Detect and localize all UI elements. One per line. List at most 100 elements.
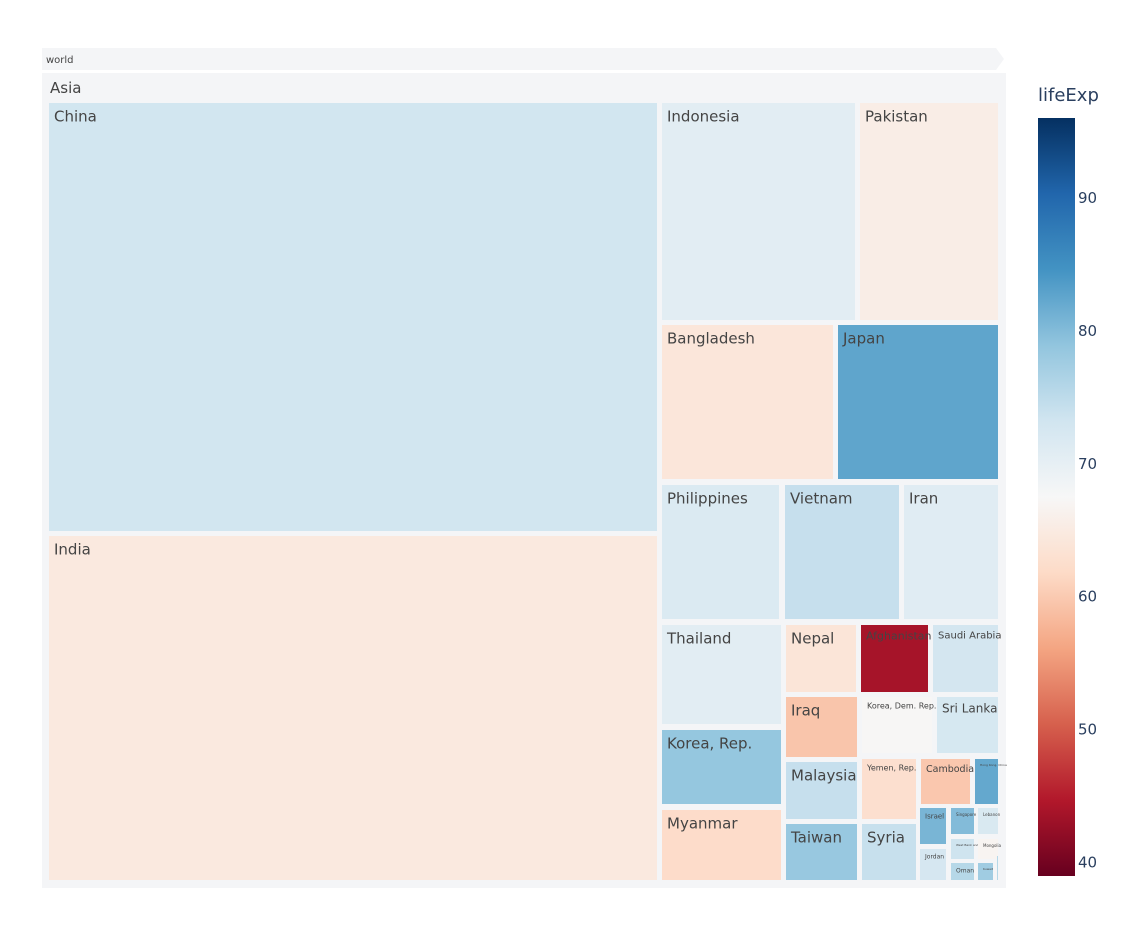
tile-syria[interactable]: Syria (862, 824, 916, 880)
tile-label: Vietnam (790, 489, 853, 507)
tile-label: Korea, Rep. (667, 734, 752, 752)
tile-rect[interactable] (662, 625, 781, 724)
tile-label: Sri Lanka (942, 701, 997, 715)
tile-label: Lebanon (983, 812, 1001, 817)
tile-rect[interactable] (786, 625, 856, 692)
tile-label: Korea, Dem. Rep. (867, 702, 936, 711)
tile-vietnam[interactable]: Vietnam (785, 485, 899, 619)
tile-iraq[interactable]: Iraq (786, 697, 857, 757)
tile-rect[interactable] (662, 810, 781, 880)
tile-israel[interactable]: Israel (920, 808, 946, 844)
tile-rect[interactable] (921, 759, 970, 804)
tile-label: Saudi Arabia (938, 631, 1001, 642)
tile-mongolia[interactable]: Mongolia (978, 839, 1002, 859)
tile-label: Iraq (791, 701, 820, 719)
tile-bahrain[interactable] (997, 856, 998, 880)
tile-label: Singapore (956, 812, 977, 817)
tile-rect[interactable] (838, 325, 998, 479)
tile-rect[interactable] (862, 824, 916, 880)
tile-rect[interactable] (951, 863, 974, 880)
tile-india[interactable]: India (49, 536, 657, 880)
tile-rect[interactable] (951, 839, 974, 859)
tile-rect[interactable] (920, 808, 946, 844)
tile-iran[interactable]: Iran (904, 485, 998, 619)
tile-rect[interactable] (975, 759, 998, 804)
tile-label: Kuwait (983, 867, 994, 871)
tile-rect[interactable] (860, 103, 998, 320)
tile-label: Yemen, Rep. (866, 764, 916, 773)
tile-bangladesh[interactable]: Bangladesh (662, 325, 833, 479)
tile-rect[interactable] (951, 808, 974, 834)
tile-japan[interactable]: Japan (838, 325, 998, 479)
tile-label: Taiwan (790, 828, 842, 846)
tile-rect[interactable] (786, 697, 857, 757)
tile-rect[interactable] (978, 839, 998, 859)
tile-indonesia[interactable]: Indonesia (662, 103, 855, 320)
tile-taiwan[interactable]: Taiwan (786, 824, 857, 880)
colorbar-tick-label: 70 (1078, 455, 1097, 473)
tile-label: Cambodia (926, 764, 974, 775)
tile-saudi-arabia[interactable]: Saudi Arabia (933, 625, 1001, 692)
tile-rect[interactable] (49, 536, 657, 880)
tile-afghanistan[interactable]: Afghanistan (861, 625, 932, 692)
tile-oman[interactable]: Oman (951, 863, 974, 880)
tile-label: China (54, 107, 97, 125)
tile-rect[interactable] (920, 849, 946, 880)
tile-label: Afghanistan (866, 629, 932, 642)
pathbar[interactable]: world (42, 48, 1004, 70)
colorbar-gradient (1038, 118, 1075, 876)
tile-rect[interactable] (978, 808, 998, 834)
tile-rect[interactable] (786, 762, 857, 819)
tile-jordan[interactable]: Jordan (920, 849, 946, 880)
tile-label: Syria (867, 828, 905, 846)
tile-rect[interactable] (662, 325, 833, 479)
tile-hong-kong-china[interactable]: Hong Kong, China (975, 759, 1007, 804)
tile-rect[interactable] (997, 856, 998, 880)
colorbar-tick-label: 80 (1078, 322, 1097, 340)
tile-rect[interactable] (937, 697, 998, 753)
tile-label: Hong Kong, China (980, 763, 1007, 767)
tile-label: Malaysia (791, 766, 857, 784)
tile-rect[interactable] (786, 824, 857, 880)
tile-sri-lanka[interactable]: Sri Lanka (937, 697, 998, 753)
tile-rect[interactable] (49, 103, 657, 531)
tile-rect[interactable] (862, 697, 932, 753)
tile-rect[interactable] (662, 730, 781, 804)
tile-kuwait[interactable]: Kuwait (978, 863, 994, 880)
tile-korea-rep[interactable]: Korea, Rep. (662, 730, 781, 804)
tile-malaysia[interactable]: Malaysia (786, 762, 857, 819)
tile-cambodia[interactable]: Cambodia (921, 759, 974, 804)
tile-rect[interactable] (862, 759, 916, 819)
tile-label: West Bank and Gaza (956, 843, 987, 847)
tile-label: Jordan (924, 854, 944, 861)
tile-china[interactable]: China (49, 103, 657, 531)
tile-label: Mongolia (983, 843, 1002, 848)
tile-korea-dem-rep[interactable]: Korea, Dem. Rep. (862, 697, 936, 753)
tile-lebanon[interactable]: Lebanon (978, 808, 1001, 834)
colorbar-title: lifeExp (1038, 85, 1099, 106)
tile-myanmar[interactable]: Myanmar (662, 810, 781, 880)
root-label: Asia (50, 79, 81, 97)
tile-rect[interactable] (933, 625, 998, 692)
tile-rect[interactable] (662, 103, 855, 320)
pathbar-shape[interactable] (42, 48, 1004, 70)
tile-singapore[interactable]: Singapore (951, 808, 977, 834)
tile-rect[interactable] (861, 625, 928, 692)
tiles-group: China India Indonesia Pakistan Bangladesh Jap… (49, 103, 1007, 880)
tile-rect[interactable] (904, 485, 998, 619)
tile-thailand[interactable]: Thailand (662, 625, 781, 724)
tile-philippines[interactable]: Philippines (662, 485, 779, 619)
tile-rect[interactable] (978, 863, 993, 880)
tile-rect[interactable] (785, 485, 899, 619)
colorbar-tick-label: 60 (1078, 588, 1097, 606)
tile-yemen-rep[interactable]: Yemen, Rep. (862, 759, 916, 819)
tile-west-bank-and-gaza[interactable]: West Bank and Gaza (951, 839, 987, 859)
tile-rect[interactable] (662, 485, 779, 619)
tile-label: Oman (956, 868, 974, 875)
tile-label: Philippines (667, 489, 748, 507)
tile-pakistan[interactable]: Pakistan (860, 103, 998, 320)
tile-label: Pakistan (865, 107, 928, 125)
tile-label: Nepal (791, 629, 834, 647)
tile-nepal[interactable]: Nepal (786, 625, 856, 692)
pathbar-label[interactable]: world (46, 55, 74, 66)
